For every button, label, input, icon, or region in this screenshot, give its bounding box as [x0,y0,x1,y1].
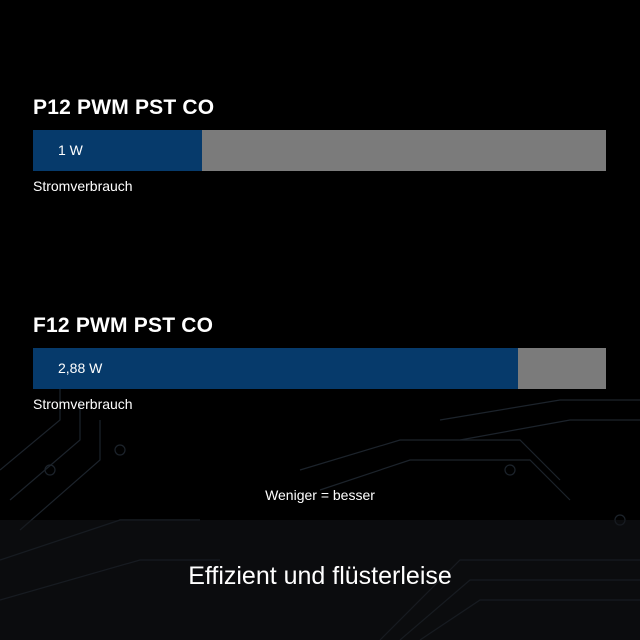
caption-f12: Stromverbrauch [33,396,133,412]
note-text: Weniger = besser [265,487,375,503]
product-title-f12: F12 PWM PST CO [33,314,214,337]
value-label-p12: 1 W [58,142,83,158]
bar-track-f12: 2,88 W [33,348,606,389]
bar-track-p12: 1 W [33,130,606,171]
bar-fill-f12 [33,348,519,389]
headline: Effizient und flüsterleise [188,562,452,590]
caption-p12: Stromverbrauch [33,178,133,194]
product-title-p12: P12 PWM PST CO [33,96,215,119]
headline-band [0,520,640,640]
value-label-f12: 2,88 W [58,360,103,376]
bar-fill-p12 [33,130,202,171]
